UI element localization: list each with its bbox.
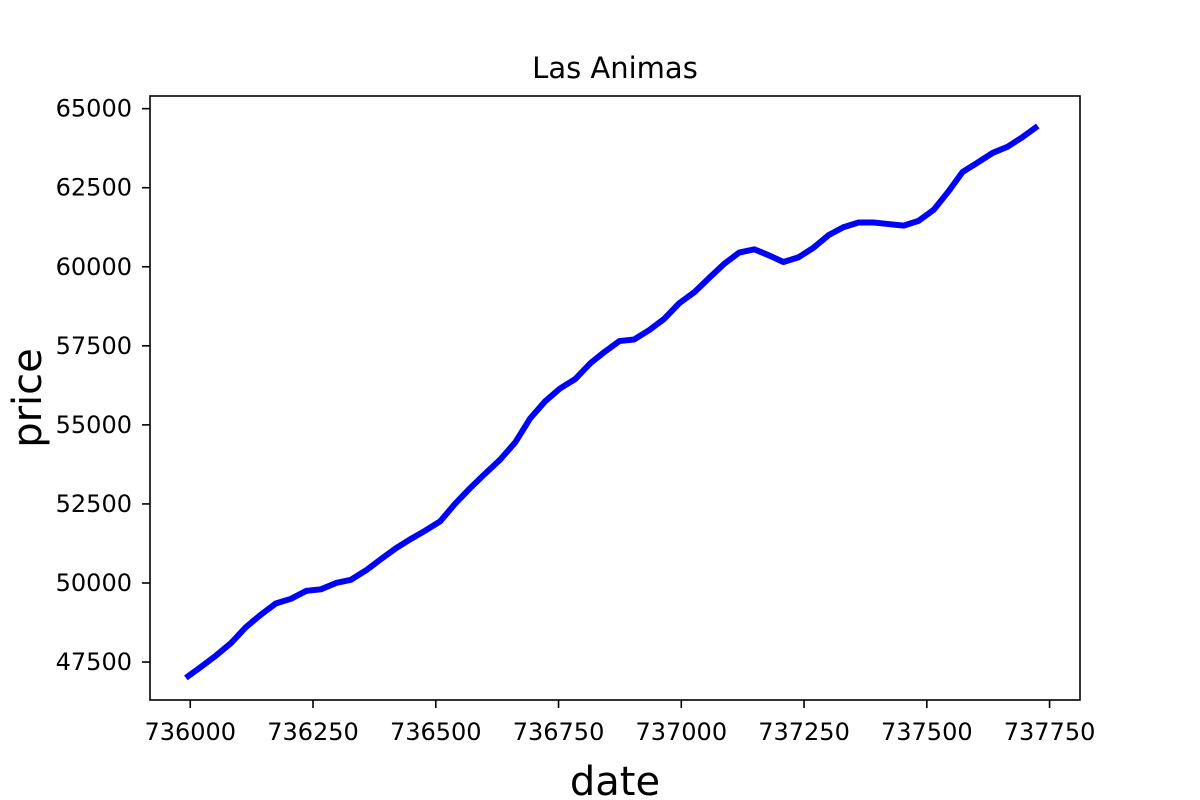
x-tick-label: 736000 — [144, 718, 236, 746]
y-tick-label: 50000 — [56, 569, 132, 597]
y-tick-label: 47500 — [56, 648, 132, 676]
x-axis: 736000 736250 736500 736750 737000 737250 7375… — [144, 700, 1095, 746]
y-tick-label: 55000 — [56, 411, 132, 439]
x-tick-label: 737750 — [1004, 718, 1096, 746]
chart-title: Las Animas — [532, 51, 698, 85]
y-tick-label: 60000 — [56, 253, 132, 281]
y-tick-label: 57500 — [56, 332, 132, 360]
y-tick-label: 62500 — [56, 174, 132, 202]
y-axis: 47500 50000 52500 55000 57500 60000 62500 65000 — [56, 95, 150, 676]
plot-area-frame — [149, 95, 1081, 701]
y-axis-title: price — [5, 348, 51, 448]
x-tick-label: 736500 — [390, 718, 482, 746]
series-layer — [184, 123, 1040, 681]
x-axis-title: date — [570, 759, 660, 800]
x-tick-label: 737250 — [758, 718, 850, 746]
x-tick-label: 737000 — [635, 718, 727, 746]
y-tick-label: 52500 — [56, 490, 132, 518]
x-tick-label: 736250 — [267, 718, 359, 746]
x-tick-label: 737500 — [881, 718, 973, 746]
x-tick-label: 736750 — [513, 718, 605, 746]
series-line — [184, 123, 1040, 681]
y-tick-label: 65000 — [56, 95, 132, 123]
